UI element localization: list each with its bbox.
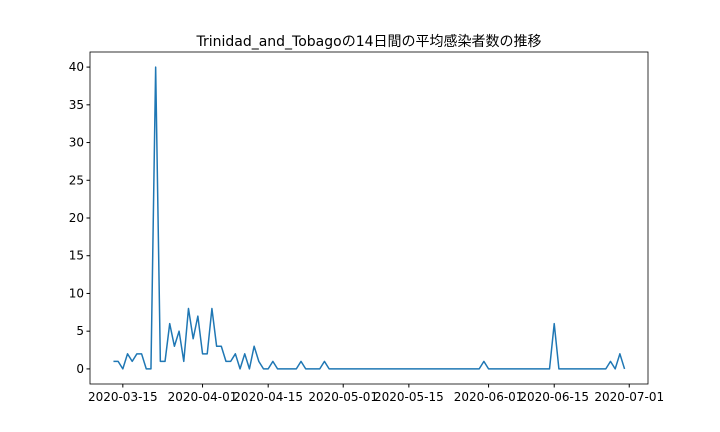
y-tick-label: 15 bbox=[69, 249, 84, 263]
x-tick-label: 2020-06-15 bbox=[519, 390, 589, 404]
chart-title: Trinidad_and_Tobagoの14日間の平均感染者数の推移 bbox=[195, 33, 541, 50]
y-tick-label: 35 bbox=[69, 98, 84, 112]
x-tick-label: 2020-04-01 bbox=[168, 390, 238, 404]
y-tick-label: 25 bbox=[69, 173, 84, 187]
y-tick-label: 5 bbox=[76, 324, 84, 338]
x-tick-label: 2020-05-15 bbox=[374, 390, 444, 404]
y-tick-label: 20 bbox=[69, 211, 84, 225]
x-tick-label: 2020-05-01 bbox=[308, 390, 378, 404]
y-tick-label: 30 bbox=[69, 136, 84, 150]
x-tick-label: 2020-06-01 bbox=[454, 390, 524, 404]
line bbox=[113, 66, 626, 370]
y-tick-label: 10 bbox=[69, 286, 84, 300]
x-tick-label: 2020-04-15 bbox=[233, 390, 303, 404]
x-tick-label: 2020-03-15 bbox=[88, 390, 158, 404]
y-tick-label: 0 bbox=[76, 362, 84, 376]
plot-frame bbox=[89, 51, 649, 385]
x-tick-label: 2020-07-01 bbox=[594, 390, 664, 404]
y-tick-label: 40 bbox=[69, 60, 84, 74]
